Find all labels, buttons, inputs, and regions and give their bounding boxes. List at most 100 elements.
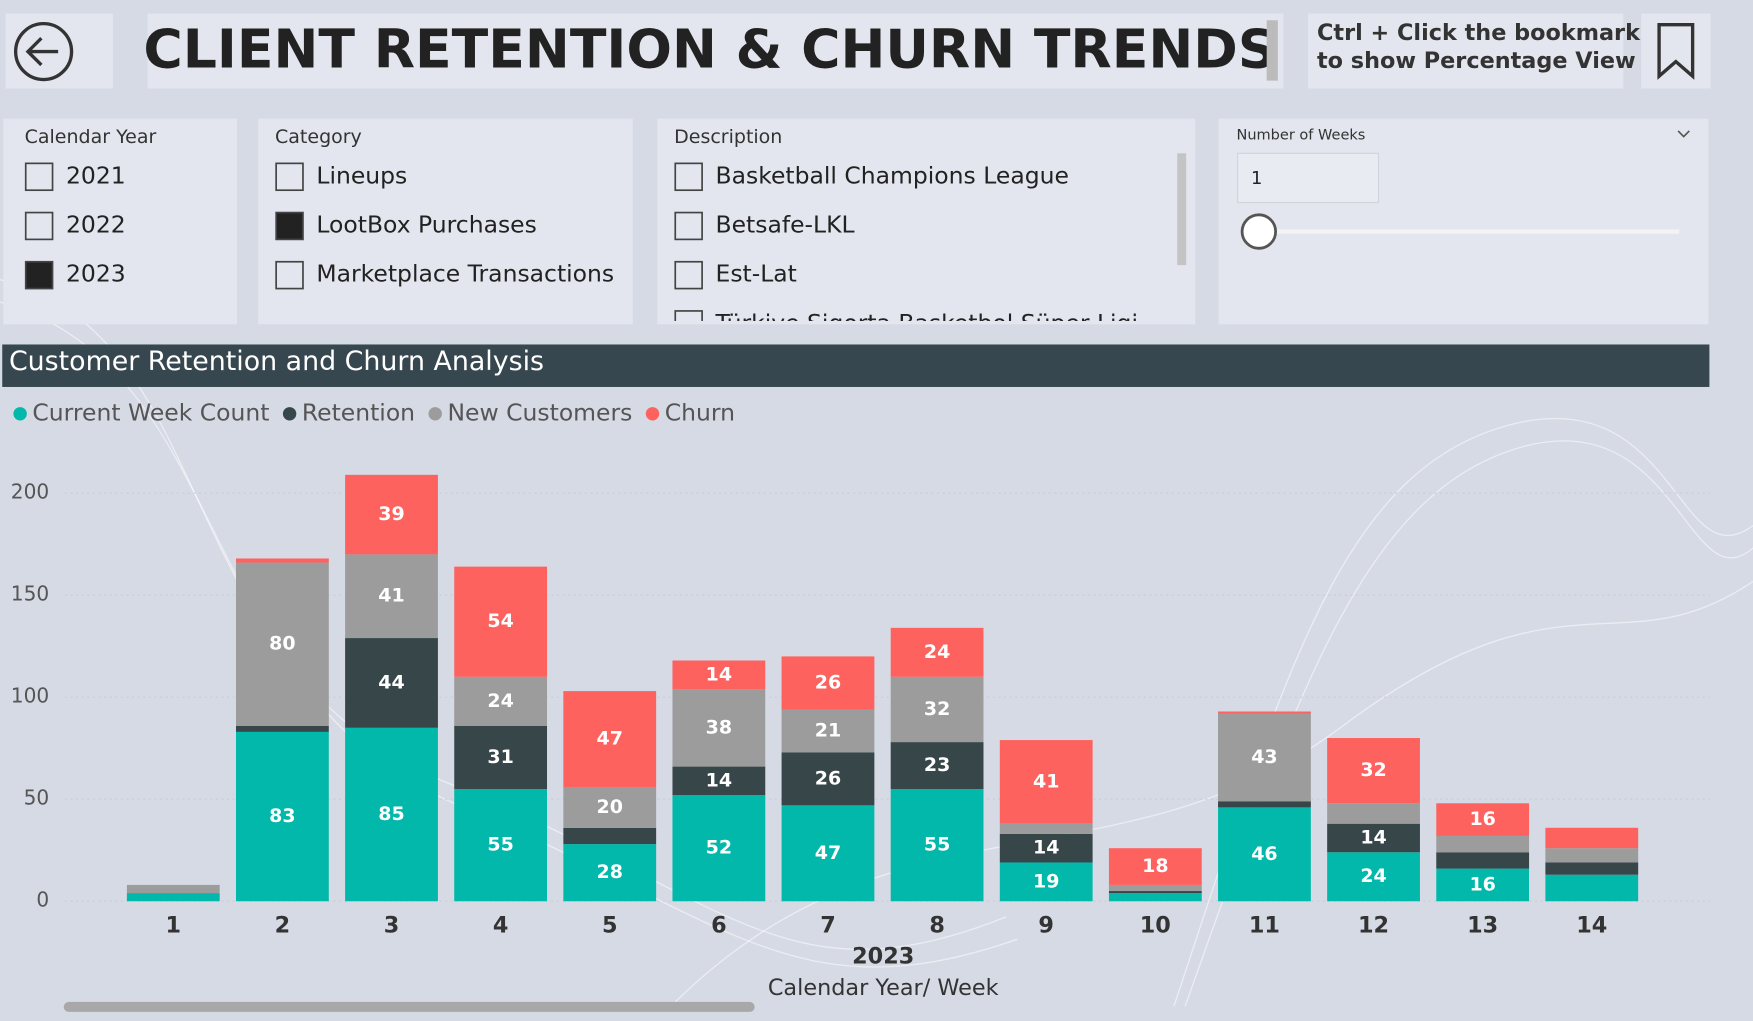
bar-segment <box>454 676 548 726</box>
bar-segment <box>454 725 548 790</box>
x-tick-label: 7 <box>820 912 836 938</box>
data-label: 26 <box>815 767 841 789</box>
data-label: 19 <box>1033 870 1059 892</box>
bar-segment <box>999 823 1093 834</box>
bar-segment <box>999 740 1093 824</box>
x-tick-label: 3 <box>384 912 400 938</box>
data-label: 54 <box>487 610 513 632</box>
data-label: 16 <box>1469 873 1495 895</box>
slicer-panel <box>258 118 633 325</box>
slicer-scrollbar[interactable] <box>1177 153 1187 266</box>
bar-segment <box>1108 891 1202 894</box>
chart: 0 50 100 150 200 Current Week Count Retention N… <box>11 398 1710 938</box>
data-label: 14 <box>706 663 732 685</box>
title-divider <box>1266 20 1278 81</box>
bar-segment <box>890 676 984 743</box>
data-label: 14 <box>1360 826 1386 848</box>
slicer-panel <box>1218 118 1709 325</box>
x-tick-label: 5 <box>602 912 618 938</box>
x-tick-label: 13 <box>1467 912 1498 938</box>
horizontal-scrollbar[interactable] <box>63 1001 755 1012</box>
bookmark-icon <box>1657 23 1695 80</box>
data-label: 41 <box>378 585 404 607</box>
bar-segment <box>1436 852 1530 869</box>
checkbox[interactable] <box>674 310 703 338</box>
slicer-label: Description <box>674 126 782 148</box>
slicer-option: 2021 <box>66 161 126 189</box>
data-label: 20 <box>597 796 623 818</box>
y-tick-label: 150 <box>11 582 49 606</box>
weeks-value: 1 <box>1251 168 1262 189</box>
data-label: 14 <box>1033 837 1059 859</box>
data-label: 18 <box>1142 855 1168 877</box>
checkbox[interactable] <box>24 260 54 290</box>
data-label: 55 <box>924 834 950 856</box>
data-label: 16 <box>1469 808 1495 830</box>
checkbox[interactable] <box>275 260 304 290</box>
bar-segment <box>781 709 875 753</box>
checkbox[interactable] <box>24 211 54 241</box>
legend-label: Retention <box>302 398 415 426</box>
bar-segment <box>1218 711 1311 714</box>
back-arrow <box>25 36 59 67</box>
checkbox[interactable] <box>674 260 703 290</box>
y-tick-label: 200 <box>11 480 49 504</box>
weeks-input[interactable] <box>1237 152 1380 204</box>
slicer-panel <box>3 118 238 325</box>
checkbox[interactable] <box>275 211 304 241</box>
bar-segment <box>672 766 766 796</box>
x-tick-label: 2 <box>275 912 291 938</box>
bar-segment <box>563 691 657 787</box>
slicer-option: Marketplace Transactions <box>316 260 614 288</box>
slicer-option: Türkiye Sigorta Basketbol Süper Ligi <box>715 309 1138 337</box>
x-tick-label: 1 <box>166 912 182 938</box>
bar-segment <box>781 805 875 902</box>
checkbox[interactable] <box>674 211 703 241</box>
data-label: 39 <box>378 503 404 525</box>
bar-segment <box>890 627 984 677</box>
back-icon[interactable] <box>13 21 74 82</box>
back-button-bg[interactable] <box>5 13 113 89</box>
bar-segment <box>1218 807 1311 902</box>
hint-text: to show Percentage View <box>1317 48 1636 74</box>
page-title: CLIENT RETENTION & CHURN TRENDS <box>143 17 1276 80</box>
slicer-option: Betsafe-LKL <box>716 210 855 238</box>
data-label: 31 <box>487 746 513 768</box>
legend-label: Churn <box>665 398 735 426</box>
bar-segment <box>1327 852 1420 902</box>
bar-segment <box>345 554 438 639</box>
legend-marker <box>645 407 660 421</box>
legend-marker <box>13 407 27 421</box>
bar-segment <box>563 827 657 845</box>
legend-marker <box>428 407 442 421</box>
x-group-label: 2023 <box>852 944 914 970</box>
slider-handle[interactable] <box>1240 213 1278 250</box>
bar-segment <box>672 660 766 690</box>
bar-segment <box>672 795 766 902</box>
bar-segment <box>1545 848 1639 863</box>
slicer-panel <box>657 118 1196 325</box>
checkbox[interactable] <box>275 162 304 192</box>
bar-segment <box>1545 827 1639 849</box>
checkbox[interactable] <box>674 162 703 192</box>
data-label: 38 <box>706 716 732 738</box>
bar-segment <box>236 731 329 902</box>
chevron[interactable] <box>1677 130 1690 138</box>
x-tick-label: 14 <box>1576 912 1607 938</box>
slicer-option: Basketball Champions League <box>716 161 1069 189</box>
data-label: 52 <box>706 837 732 859</box>
bar-segment <box>1108 893 1202 902</box>
data-label: 23 <box>924 754 950 776</box>
data-label: 55 <box>487 834 513 856</box>
bar-segment <box>1218 801 1311 808</box>
bar-segment <box>236 562 329 726</box>
data-label: 24 <box>924 641 950 663</box>
x-tick-label: 12 <box>1358 912 1389 938</box>
data-label: 21 <box>815 719 841 741</box>
chart-title: Customer Retention and Churn Analysis <box>9 346 544 377</box>
y-tick-label: 100 <box>11 684 49 708</box>
slicer-options: Lineups LootBox Purchases Marketplace Tran… <box>275 161 614 290</box>
bar-segment <box>890 789 984 902</box>
checkbox[interactable] <box>24 162 54 192</box>
